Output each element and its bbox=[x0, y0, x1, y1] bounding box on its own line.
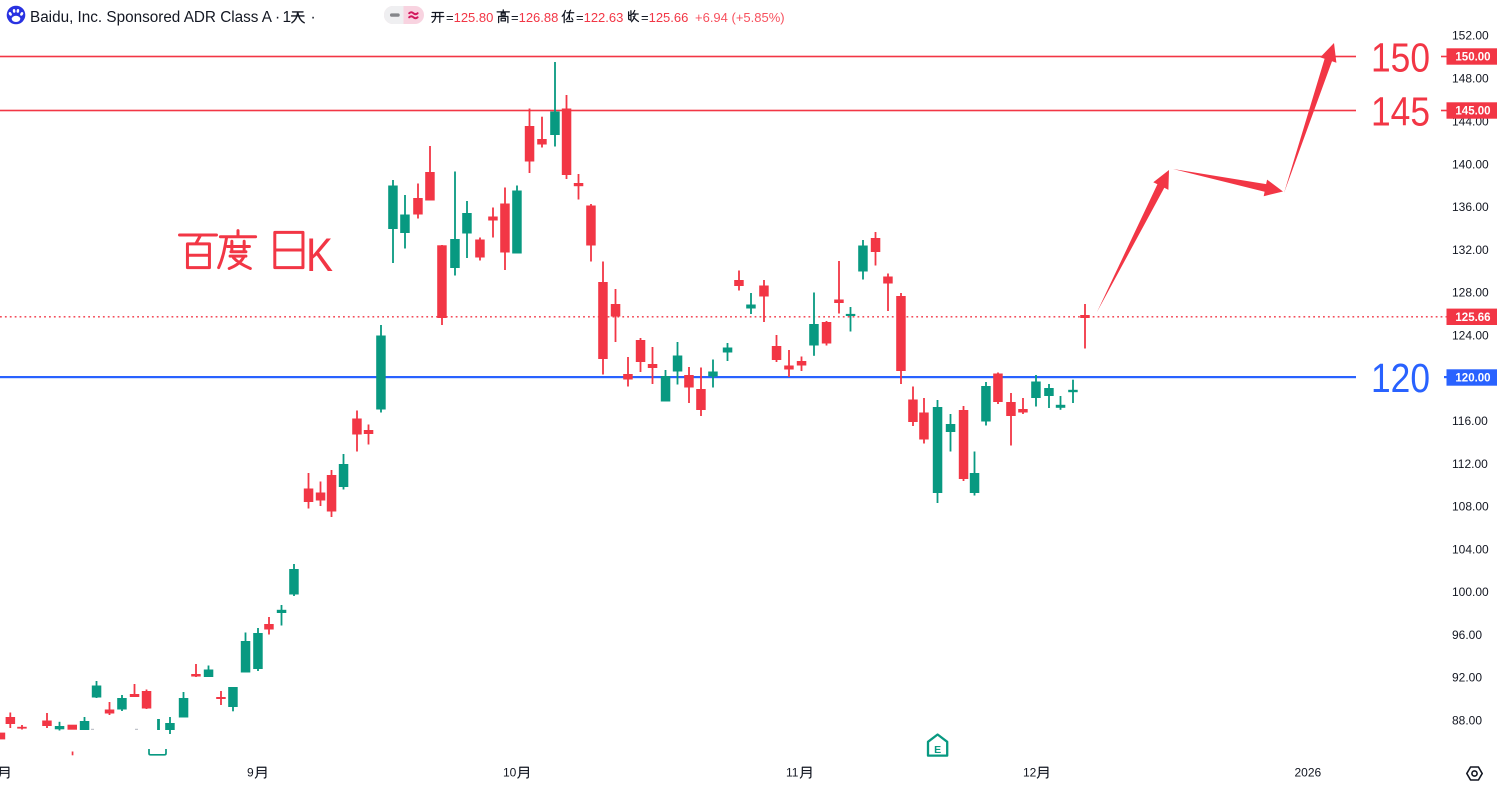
svg-text:12: 12 bbox=[1023, 765, 1037, 779]
svg-text:100.00: 100.00 bbox=[1452, 585, 1489, 599]
svg-text:9: 9 bbox=[247, 765, 254, 779]
svg-text:=125.80: =125.80 bbox=[446, 10, 493, 25]
svg-text:145: 145 bbox=[1371, 89, 1430, 135]
svg-text:=126.88: =126.88 bbox=[511, 10, 558, 25]
svg-text:150.00: 150.00 bbox=[1455, 52, 1490, 64]
svg-text:108.00: 108.00 bbox=[1452, 499, 1489, 513]
svg-text:88.00: 88.00 bbox=[1452, 713, 1482, 727]
svg-text:+6.94 (+5.85%): +6.94 (+5.85%) bbox=[695, 10, 785, 25]
svg-text:150: 150 bbox=[1371, 35, 1430, 81]
svg-text:145.00: 145.00 bbox=[1455, 106, 1490, 118]
svg-text:K: K bbox=[306, 228, 333, 281]
svg-text:120.00: 120.00 bbox=[1455, 373, 1490, 385]
svg-text:125.66: 125.66 bbox=[1455, 312, 1490, 324]
svg-text:116.00: 116.00 bbox=[1452, 414, 1488, 428]
svg-text:·: · bbox=[275, 9, 280, 26]
svg-text:·: · bbox=[311, 9, 316, 26]
svg-text:=125.66: =125.66 bbox=[641, 10, 688, 25]
svg-text:10: 10 bbox=[503, 765, 517, 779]
svg-text:140.00: 140.00 bbox=[1452, 157, 1489, 171]
svg-text:96.00: 96.00 bbox=[1452, 628, 1482, 642]
svg-text:132.00: 132.00 bbox=[1452, 243, 1489, 257]
svg-text:=122.63: =122.63 bbox=[576, 10, 623, 25]
svg-text:92.00: 92.00 bbox=[1452, 670, 1482, 684]
svg-text:152.00: 152.00 bbox=[1452, 28, 1489, 42]
svg-text:1: 1 bbox=[283, 9, 292, 26]
svg-text:E: E bbox=[934, 744, 941, 756]
svg-text:148.00: 148.00 bbox=[1452, 71, 1489, 85]
svg-text:Baidu, Inc. Sponsored ADR Clas: Baidu, Inc. Sponsored ADR Class A bbox=[30, 9, 273, 26]
svg-text:128.00: 128.00 bbox=[1452, 285, 1489, 299]
svg-text:2026: 2026 bbox=[1295, 765, 1322, 779]
svg-text:120: 120 bbox=[1371, 355, 1430, 401]
svg-text:104.00: 104.00 bbox=[1452, 542, 1489, 556]
svg-text:136.00: 136.00 bbox=[1452, 200, 1489, 214]
svg-text:112.00: 112.00 bbox=[1452, 457, 1488, 471]
svg-text:124.00: 124.00 bbox=[1452, 328, 1489, 342]
svg-text:11: 11 bbox=[786, 765, 799, 779]
